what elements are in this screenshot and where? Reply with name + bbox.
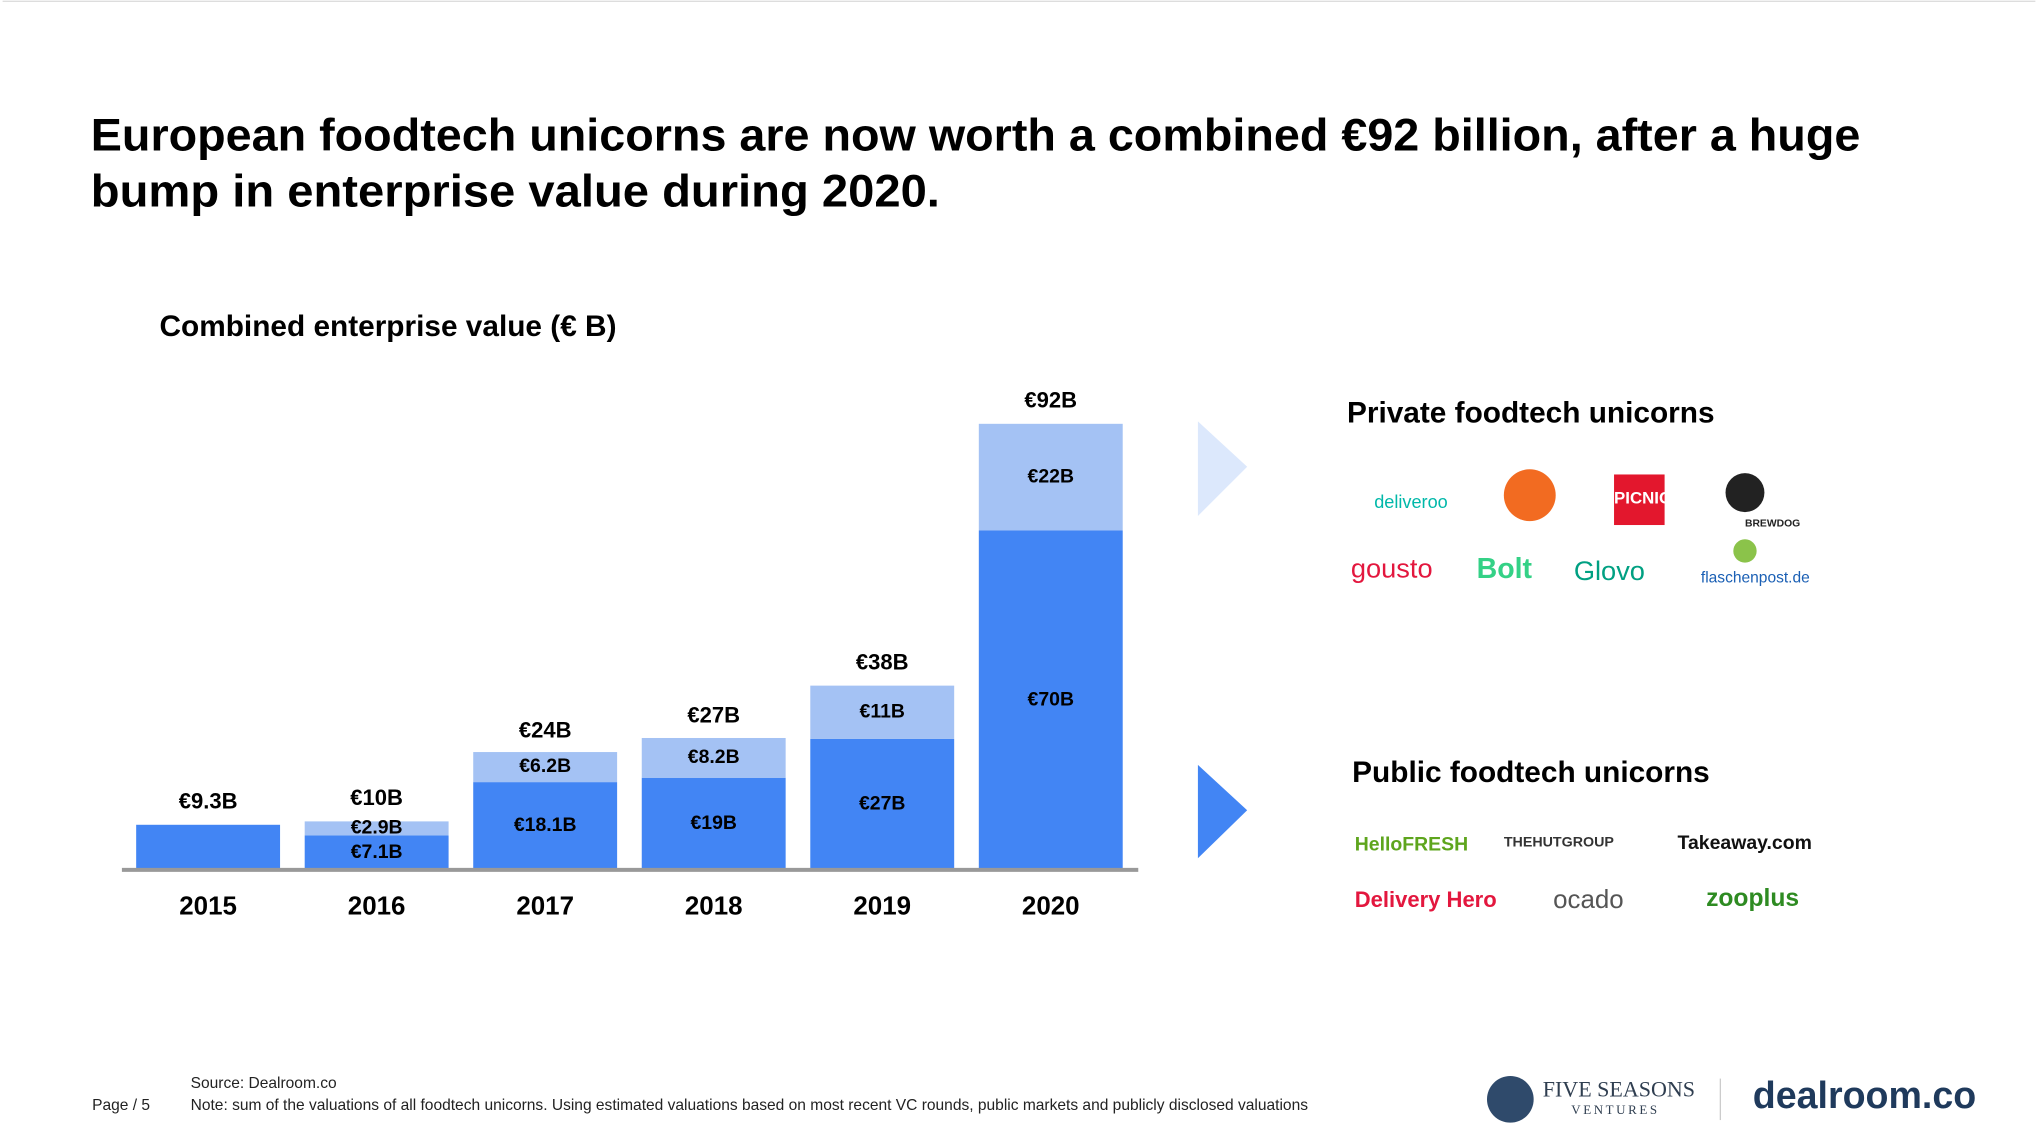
logo-icon (1503, 469, 1556, 522)
bar-segment (641, 777, 786, 870)
segment-label: €11B (860, 700, 905, 722)
x-tick-label: 2020 (1022, 892, 1080, 920)
x-tick-label: 2016 (348, 892, 406, 920)
bar-segment (136, 824, 281, 870)
brand: dealroom.co (1753, 1074, 1976, 1116)
arrow (1197, 421, 1248, 516)
bar-segment (304, 821, 449, 836)
chart-title: Combined enterprise value (€ B) (160, 310, 617, 343)
total-label: €38B (856, 649, 909, 674)
logo: Takeaway.com (1678, 832, 1812, 854)
bar-segment (810, 738, 955, 870)
arrow (1197, 764, 1248, 859)
logo: Bolt (1477, 553, 1533, 585)
title-line: European foodtech unicorns are now worth… (91, 110, 1861, 161)
logo: flaschenpost.de (1701, 569, 1810, 586)
source: Source: Dealroom.co (191, 1075, 337, 1092)
segment-label: €70B (1028, 688, 1074, 710)
segment-label: €7.1B (351, 841, 403, 863)
brand: FIVE SEASONS (1543, 1077, 1695, 1102)
panel-title: Public foodtech unicorns (1352, 756, 1710, 789)
segment-label: €6.2B (519, 755, 571, 777)
logo-icon (1733, 539, 1757, 563)
segment-label: €8.2B (688, 746, 740, 768)
segment-label: €22B (1028, 465, 1074, 487)
segment-label: €2.9B (351, 817, 403, 839)
brand-icon (1486, 1075, 1534, 1123)
logo: gousto (1351, 553, 1433, 584)
note: Note: sum of the valuations of all foodt… (191, 1097, 1309, 1114)
panel-title: Private foodtech unicorns (1347, 397, 1715, 430)
x-tick-label: 2017 (516, 892, 574, 920)
bar-segment (473, 782, 618, 870)
logo: deliveroo (1374, 492, 1448, 512)
total-label: €24B (519, 717, 572, 742)
bar-segment (641, 737, 786, 778)
logo: Glovo (1574, 555, 1645, 586)
logo: THEHUTGROUP (1504, 834, 1615, 850)
x-tick-label: 2015 (179, 892, 237, 920)
brand: VENTURES (1571, 1102, 1659, 1117)
bar-segment (978, 530, 1123, 870)
bar-segment (978, 423, 1123, 531)
logo: PICNIC (1614, 489, 1671, 508)
total-label: €9.3B (179, 789, 238, 814)
logo-icon (1725, 473, 1765, 513)
segment-label: €27B (859, 793, 905, 815)
logo: zooplus (1706, 885, 1799, 912)
bar-segment (304, 835, 449, 870)
page-number: Page / 5 (92, 1097, 150, 1114)
logo: Delivery Hero (1355, 887, 1497, 912)
x-tick-label: 2018 (685, 892, 743, 920)
logo: BREWDOG (1745, 518, 1800, 529)
total-label: €27B (687, 703, 740, 728)
segment-label: €19B (690, 812, 736, 834)
logo: HelloFRESH (1355, 833, 1468, 855)
bar-segment (810, 685, 955, 739)
segment-label: €18.1B (514, 814, 577, 836)
title-line: bump in enterprise value during 2020. (91, 165, 940, 216)
logo-box (1614, 474, 1665, 526)
x-tick-label: 2019 (853, 892, 911, 920)
bar-segment (473, 752, 618, 783)
total-label: €92B (1024, 388, 1077, 413)
logo: ocado (1553, 886, 1624, 914)
total-label: €10B (350, 785, 403, 810)
